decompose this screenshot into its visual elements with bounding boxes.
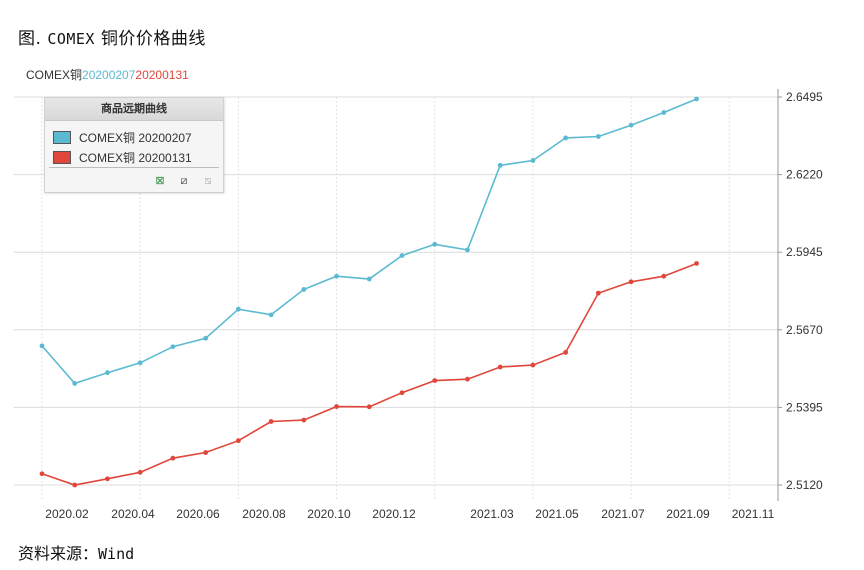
data-point-series1 — [268, 312, 274, 318]
legend-swatch-series1 — [53, 130, 71, 144]
chart-header-series1: 20200207 — [82, 68, 136, 82]
x-tick-label: 2020.12 — [372, 507, 416, 520]
data-point-series1 — [595, 134, 601, 139]
chart-header-prefix: COMEX铜 — [26, 67, 82, 82]
disabled-tool-icon[interactable]: ⧅ — [204, 175, 212, 187]
data-point-series2 — [595, 290, 601, 296]
data-point-series2 — [170, 455, 176, 461]
data-point-series2 — [530, 362, 536, 368]
data-point-series2 — [366, 404, 372, 410]
data-point-series2 — [465, 376, 470, 382]
data-point-series1 — [72, 381, 78, 386]
data-point-series1 — [203, 335, 209, 341]
y-tick-label: 2.6220 — [786, 168, 823, 182]
data-point-series2 — [268, 419, 274, 424]
source-label: 资料来源： — [18, 544, 99, 563]
x-tick-label: 2020.10 — [307, 507, 351, 520]
data-point-series1 — [497, 162, 503, 168]
chart: COMEX铜2020020720200131 2.6495 2.6220 2.594… — [14, 67, 823, 520]
legend-divider — [49, 167, 219, 168]
data-point-series2 — [628, 279, 634, 285]
x-tick-label: 2020.02 — [45, 507, 89, 520]
source-note: 资料来源：Wind — [18, 540, 134, 564]
x-tick-label: 2021.07 — [601, 507, 645, 520]
legend-label-series2: COMEX铜 20200131 — [79, 150, 192, 165]
data-point-series1 — [170, 344, 176, 350]
figure-title: 图. COMEX 铜价价格曲线 — [18, 24, 206, 49]
legend-panel: 商品远期曲线 COMEX铜 20200207 COMEX铜 20200131 ⊠… — [44, 97, 224, 193]
x-tick-label: 2020.08 — [242, 507, 286, 520]
chart-header-series2: 20200131 — [135, 68, 189, 82]
legend-item-series1[interactable]: COMEX铜 20200207 — [45, 127, 223, 147]
y-tick-label: 2.5395 — [786, 400, 823, 414]
data-point-series2 — [105, 476, 110, 482]
data-point-series1 — [530, 158, 536, 163]
data-point-series1 — [432, 241, 438, 247]
data-point-series2 — [661, 273, 667, 279]
data-point-series1 — [105, 370, 110, 376]
series-layer — [39, 96, 699, 488]
data-point-series1 — [235, 306, 241, 312]
y-tick-label: 2.5670 — [786, 323, 823, 337]
figure-title-suffix: 铜价价格曲线 — [100, 29, 206, 49]
x-tick-label: 2021.11 — [732, 507, 775, 520]
data-point-series1 — [366, 276, 372, 282]
data-point-series2 — [72, 482, 78, 488]
data-point-series1 — [661, 110, 667, 115]
x-tick-label: 2020.04 — [111, 507, 155, 520]
chart-header: COMEX铜2020020720200131 — [26, 67, 189, 82]
figure-title-mono: COMEX — [47, 30, 95, 48]
data-point-series2 — [497, 364, 503, 370]
data-point-series1 — [694, 96, 699, 102]
data-point-series2 — [334, 404, 339, 409]
legend-label-series1: COMEX铜 20200207 — [79, 130, 192, 145]
x-tick-label: 2021.03 — [470, 507, 514, 520]
x-tick-label: 2020.06 — [176, 507, 220, 520]
data-point-series1 — [301, 287, 307, 292]
data-point-series2 — [301, 417, 307, 423]
data-point-series1 — [628, 122, 634, 128]
data-point-series2 — [137, 469, 143, 475]
data-point-series2 — [563, 349, 569, 355]
data-point-series1 — [465, 247, 470, 253]
legend-title: 商品远期曲线 — [45, 98, 223, 121]
y-tick-label: 2.6495 — [786, 90, 823, 104]
crop-icon[interactable]: ⧄ — [180, 175, 188, 187]
data-point-series2 — [399, 390, 405, 396]
data-point-series2 — [39, 471, 45, 477]
data-point-series1 — [334, 273, 339, 279]
data-point-series1 — [39, 343, 45, 349]
y-tick-label: 2.5945 — [786, 245, 823, 259]
y-tick-label: 2.5120 — [786, 478, 823, 492]
data-point-series2 — [694, 261, 699, 266]
figure-title-prefix: 图. — [18, 29, 42, 49]
x-tick-label: 2021.09 — [666, 507, 710, 520]
data-point-series1 — [399, 253, 405, 258]
data-point-series1 — [563, 135, 569, 141]
legend-item-series2[interactable]: COMEX铜 20200131 — [45, 147, 223, 167]
data-point-series2 — [235, 438, 241, 444]
data-point-series1 — [137, 360, 143, 366]
source-value: Wind — [98, 545, 135, 563]
export-excel-icon[interactable]: ⊠ — [155, 175, 165, 187]
legend-swatch-series2 — [53, 150, 71, 164]
axis-layer: 2.6495 2.6220 2.5945 2.5670 2.5395 2.5120 2020… — [45, 89, 823, 520]
legend-toolbar: ⊠ ⧄ ⧅ — [153, 174, 215, 188]
x-tick-label: 2021.05 — [535, 507, 579, 520]
data-point-series2 — [203, 450, 209, 455]
data-point-series2 — [432, 378, 438, 383]
